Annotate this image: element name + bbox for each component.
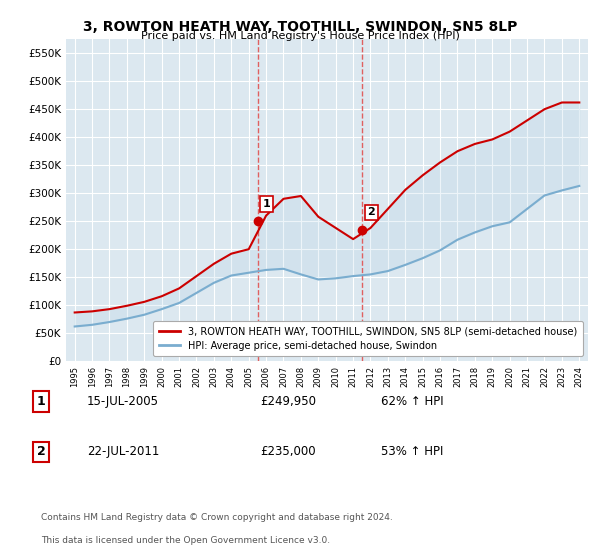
Text: 1: 1 — [263, 199, 271, 209]
Text: Price paid vs. HM Land Registry's House Price Index (HPI): Price paid vs. HM Land Registry's House … — [140, 31, 460, 41]
Legend: 3, ROWTON HEATH WAY, TOOTHILL, SWINDON, SN5 8LP (semi-detached house), HPI: Aver: 3, ROWTON HEATH WAY, TOOTHILL, SWINDON, … — [153, 321, 583, 356]
Text: £235,000: £235,000 — [260, 445, 316, 458]
Text: Contains HM Land Registry data © Crown copyright and database right 2024.: Contains HM Land Registry data © Crown c… — [41, 513, 393, 522]
Text: 2: 2 — [367, 207, 375, 217]
Text: 3, ROWTON HEATH WAY, TOOTHILL, SWINDON, SN5 8LP: 3, ROWTON HEATH WAY, TOOTHILL, SWINDON, … — [83, 20, 517, 34]
Text: 2: 2 — [37, 445, 46, 458]
Text: £249,950: £249,950 — [260, 395, 316, 408]
Text: 1: 1 — [37, 395, 46, 408]
Text: 22-JUL-2011: 22-JUL-2011 — [87, 445, 160, 458]
Text: 15-JUL-2005: 15-JUL-2005 — [87, 395, 159, 408]
Text: 53% ↑ HPI: 53% ↑ HPI — [381, 445, 443, 458]
Text: 62% ↑ HPI: 62% ↑ HPI — [381, 395, 443, 408]
Text: This data is licensed under the Open Government Licence v3.0.: This data is licensed under the Open Gov… — [41, 536, 330, 545]
